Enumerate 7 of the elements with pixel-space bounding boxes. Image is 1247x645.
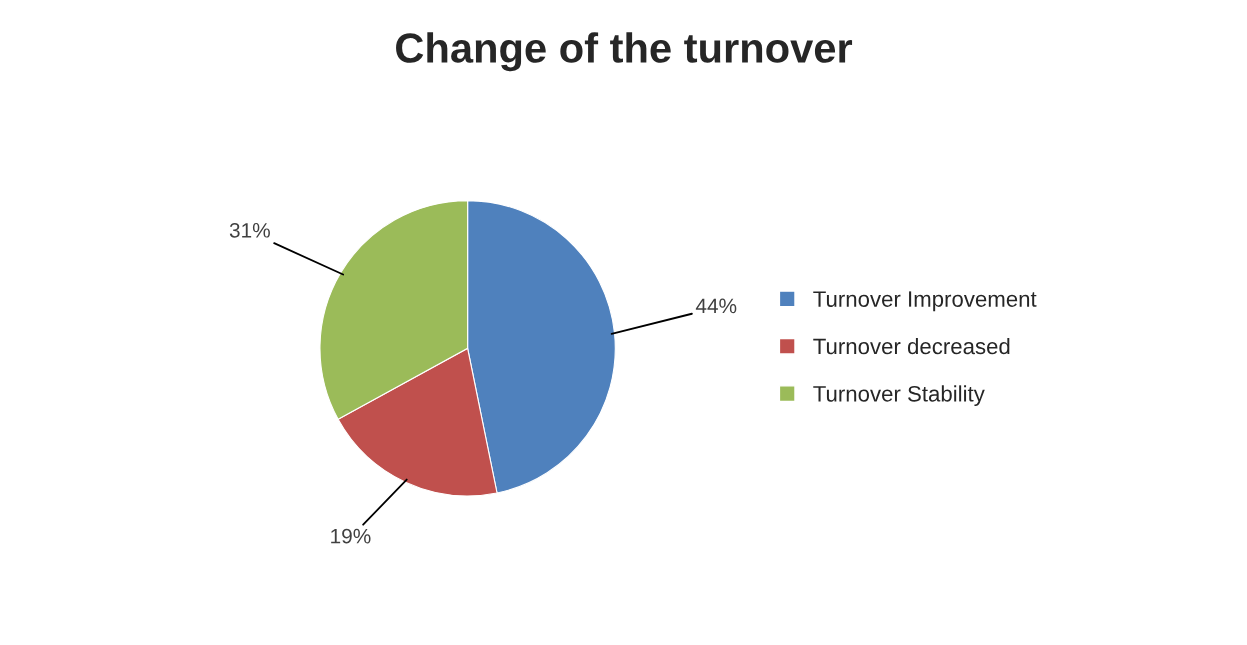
legend-label: Turnover Stability (813, 385, 985, 407)
data-label: 44% (695, 298, 737, 314)
data-label: 31% (229, 222, 270, 238)
legend-label: Turnover Improvement (813, 291, 1037, 312)
legend-label: Turnover decreased (813, 337, 1010, 355)
chart-title: Change of the turnover (396, 32, 853, 72)
data-label: 19% (331, 528, 371, 544)
